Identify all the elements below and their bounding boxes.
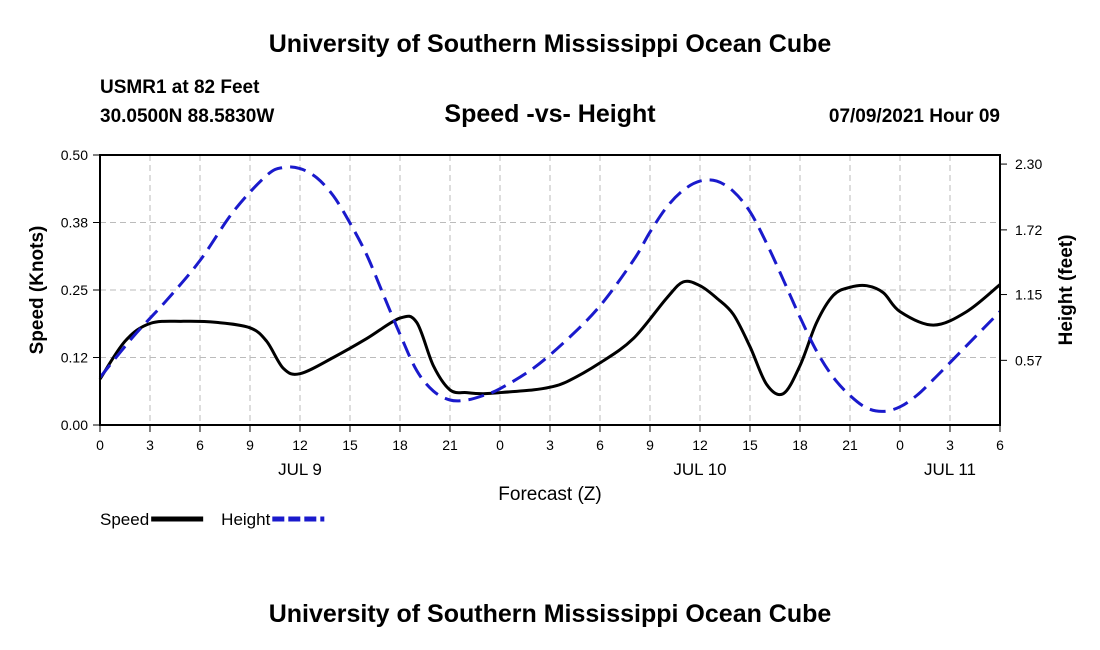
chart-title: Speed -vs- Height	[444, 100, 656, 128]
date-label: JUL 11	[924, 460, 976, 479]
x-tick-label: 6	[596, 437, 604, 453]
grid-layer	[100, 155, 1000, 425]
x-tick-label: 12	[292, 437, 308, 453]
legend-layer: Speed Height	[100, 510, 325, 529]
x-tick-label: 21	[442, 437, 458, 453]
x-axis-title: Forecast (Z)	[498, 484, 601, 505]
date-label: JUL 9	[278, 460, 322, 479]
y-left-axis-title: Speed (Knots)	[27, 226, 48, 355]
x-tick-label: 3	[546, 437, 554, 453]
timestamp-label: 07/09/2021 Hour 09	[828, 106, 1000, 127]
y-left-tick-label: 0.00	[61, 417, 88, 433]
x-tick-label: 15	[342, 437, 358, 453]
x-tick-label: 15	[742, 437, 758, 453]
x-tick-label: 9	[646, 437, 654, 453]
x-tick-label: 3	[146, 437, 154, 453]
coordinates-label: 30.0500N 88.5830W	[100, 106, 275, 127]
series-layer	[98, 165, 1002, 413]
x-tick-label: 0	[96, 437, 104, 453]
legend-speed-label: Speed	[100, 510, 149, 529]
x-tick-label: 0	[896, 437, 904, 453]
x-tick-label: 6	[996, 437, 1004, 453]
y-right-tick-label: 1.72	[1015, 222, 1042, 238]
y-left-tick-label: 0.25	[61, 282, 88, 298]
x-tick-label: 12	[692, 437, 708, 453]
x-tick-label: 3	[946, 437, 954, 453]
y-left-tick-label: 0.38	[61, 215, 88, 231]
x-tick-label: 0	[496, 437, 504, 453]
y-left-tick-label: 0.50	[61, 147, 88, 163]
y-right-tick-label: 1.15	[1015, 287, 1042, 303]
speed-series-line	[98, 279, 1001, 397]
axis-layer: 0 3 6 9 12 15 18 21 0 3 6 9 12 15 18 21 0 3 6 0.00 0.12 0.25 0…	[27, 147, 1077, 505]
legend-height-label: Height	[221, 510, 270, 529]
y-right-tick-label: 2.30	[1015, 156, 1042, 172]
x-tick-label: 6	[196, 437, 204, 453]
x-tick-label: 18	[792, 437, 808, 453]
header-title: University of Southern Mississippi Ocean…	[268, 30, 832, 58]
height-series-line	[98, 165, 1002, 413]
y-left-tick-label: 0.12	[61, 350, 88, 366]
y-right-tick-label: 0.57	[1015, 352, 1042, 368]
y-right-axis-title: Height (feet)	[1056, 235, 1077, 346]
footer-title: University of Southern Mississippi Ocean…	[268, 600, 832, 628]
x-tick-label: 9	[246, 437, 254, 453]
station-label: USMR1 at 82 Feet	[100, 77, 260, 98]
x-tick-label: 18	[392, 437, 408, 453]
date-label: JUL 10	[673, 460, 726, 479]
x-tick-label: 21	[842, 437, 858, 453]
